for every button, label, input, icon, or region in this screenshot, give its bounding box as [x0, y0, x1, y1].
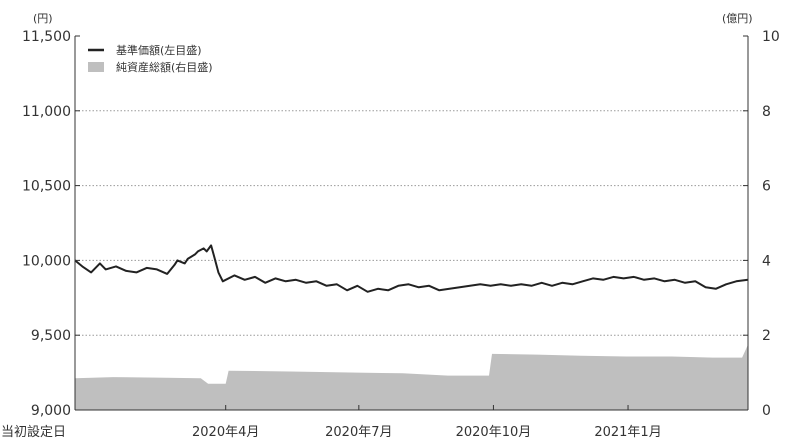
x-tick-label: 2020年7月	[325, 425, 392, 440]
right-tick-label: 8	[762, 104, 771, 120]
right-tick-label: 4	[762, 253, 771, 269]
legend: 基準価額(左目盛) 純資産総額(右目盛)	[88, 43, 213, 74]
legend-label-net-assets: 純資産総額(右目盛)	[116, 60, 213, 74]
left-unit-label: (円)	[33, 12, 53, 25]
right-tick-label: 6	[762, 179, 771, 195]
x-tick-label: 2020年4月	[192, 425, 259, 440]
left-tick-label: 10,500	[22, 179, 71, 195]
net-assets-area	[75, 344, 748, 410]
axes: 9,000 9,500 10,000 10,500 11,000 11,500 0 2 4 6 8 1…	[1, 12, 780, 440]
gridlines	[75, 110, 748, 336]
nav-line-layer	[74, 244, 749, 293]
nav-line	[74, 244, 749, 293]
right-tick-label: 0	[762, 403, 771, 419]
right-unit-label: (億円)	[722, 12, 753, 25]
legend-area-swatch	[88, 62, 104, 72]
right-tick-label: 2	[762, 328, 771, 344]
x-tick-label: 2020年10月	[456, 425, 532, 440]
legend-label-nav: 基準価額(左目盛)	[116, 43, 202, 57]
left-tick-label: 11,500	[22, 29, 71, 45]
left-tick-label: 9,500	[31, 328, 71, 344]
net-assets-area-layer	[75, 344, 748, 410]
right-tick-label: 10	[762, 29, 780, 45]
x-tick-label: 2021年1月	[594, 425, 661, 440]
left-tick-label: 9,000	[31, 403, 71, 419]
left-tick-label: 11,000	[22, 104, 71, 120]
x-tick-label: 当初設定日	[1, 424, 66, 440]
left-tick-label: 10,000	[22, 253, 71, 269]
